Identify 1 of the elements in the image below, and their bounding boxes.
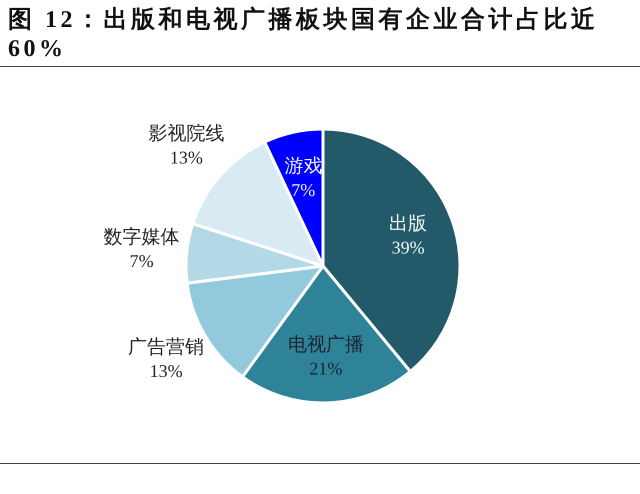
title: 图 12：出版和电视广播板块国有企业合计占比近60% (8, 6, 600, 64)
